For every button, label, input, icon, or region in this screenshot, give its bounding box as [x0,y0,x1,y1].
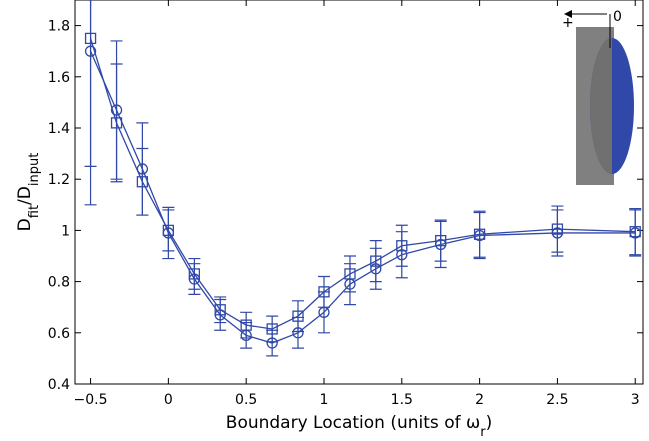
error-bar [266,315,279,343]
inset: + 0 [562,9,634,185]
error-bar [369,240,382,283]
error-bar [473,210,486,258]
inset-plus: + [562,15,574,31]
error-bar [291,300,304,333]
y-axis-label-part: input [27,153,42,186]
series-line [89,38,636,330]
x-axis-label: Boundary Location (units of ωr) [226,413,492,440]
error-bar [434,219,447,262]
x-axis-label-part: r [480,425,486,440]
error-bar [162,209,175,252]
series [84,0,642,343]
x-tick-label: 1.5 [391,392,413,408]
plot-area [74,0,644,385]
error-bar [214,296,227,324]
marker [162,224,175,237]
error-bar [110,63,123,183]
x-axis-label-part: ) [486,413,493,433]
error-bar [84,0,97,167]
x-tick-label: 1 [320,392,329,408]
y-tick-label: 1 [61,223,70,239]
x-tick-label: −0.5 [74,392,108,408]
marker [84,32,97,45]
x-tick-label: 2.5 [546,392,568,408]
marker [266,323,278,335]
marker [629,226,641,238]
error-bar [136,147,149,216]
y-axis-label-part: fit [27,205,42,218]
series [84,0,642,357]
inset-overlap [590,38,612,174]
y-tick-label: 1.4 [48,121,70,137]
x-tick-label: 2 [475,392,484,408]
marker [110,117,123,129]
marker [292,310,304,322]
series-line [89,50,636,344]
marker [136,176,149,188]
marker [240,319,252,331]
marker [344,268,356,280]
marker [188,268,201,280]
marker [370,255,382,267]
marker [396,240,408,252]
y-tick-label: 0.4 [48,377,70,393]
error-bar [629,208,642,256]
error-bar [343,255,356,293]
marker [318,286,330,298]
y-axis-label: Dfit/Dinput [15,153,42,232]
inset-arrowhead [564,10,572,18]
x-tick-label: 0 [164,392,173,408]
error-bar [395,224,408,267]
error-bar [240,311,253,339]
marker [473,228,486,240]
x-tick-label: 3 [631,392,640,408]
error-bar [317,275,330,308]
y-axis-label-part: D [15,218,35,231]
y-tick-label: 1.6 [48,70,70,86]
marker [435,234,447,247]
y-tick-label: 1.8 [48,19,70,35]
inset-zero: 0 [613,9,622,25]
y-axis-label-part: /D [15,186,35,205]
y-tick-label: 1.2 [48,172,70,188]
error-bar [188,257,201,290]
x-axis-label-part: Boundary Location (units of ω [226,413,480,433]
marker [551,223,564,235]
y-tick-label: 0.8 [48,275,70,291]
y-tick-label: 0.6 [48,326,70,342]
marker [214,304,226,316]
error-bar [551,205,564,253]
x-tick-label: 0.5 [235,392,257,408]
